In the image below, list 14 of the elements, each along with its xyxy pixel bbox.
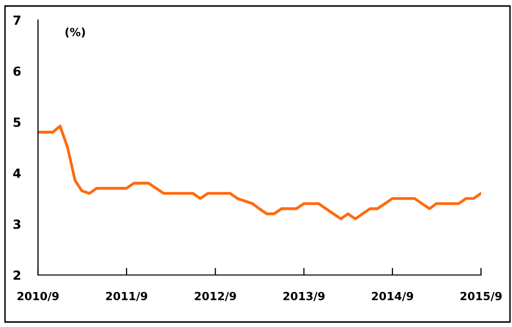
x-tick-label: 2013/9 [283, 292, 325, 302]
x-tick-label: 2010/9 [18, 292, 59, 302]
x-tick-label: 2011/9 [106, 292, 148, 302]
y-tick-label: 5 [14, 118, 20, 127]
y-tick-label: 4 [13, 168, 21, 178]
y-tick-label: 3 [13, 219, 20, 229]
y-tick-label: 7 [13, 16, 20, 25]
line-series [38, 124, 481, 220]
x-tick-label: 2014/9 [372, 292, 414, 302]
y-tick-label: 6 [13, 66, 21, 76]
y-tick-label: 2 [14, 270, 20, 280]
x-tick-label: 2015/9 [460, 292, 502, 302]
x-tick-label: 2012/9 [194, 292, 236, 302]
annotation: (%) [66, 28, 85, 38]
